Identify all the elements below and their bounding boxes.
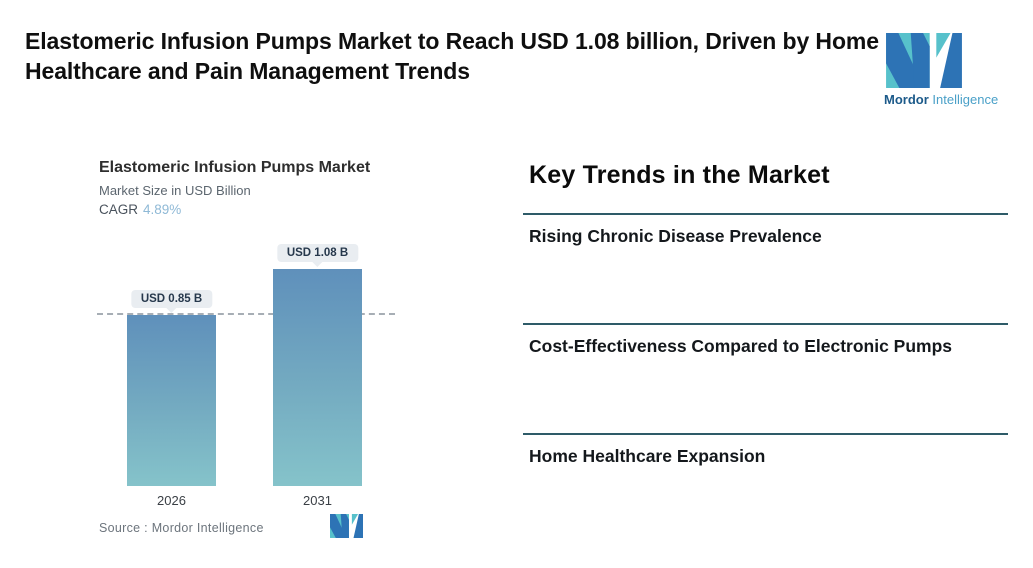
mini-logo-icon [330, 514, 363, 538]
divider [523, 433, 1008, 435]
brand-name-light: Intelligence [932, 92, 999, 107]
brand-wordmark: Mordor Intelligence [884, 92, 1004, 107]
chart-title: Elastomeric Infusion Pumps Market [99, 159, 371, 176]
trend-item-2: Cost-Effectiveness Compared to Electroni… [529, 336, 953, 356]
source-note: Source : Mordor Intelligence [99, 521, 264, 535]
bar-value-text: USD 0.85 B [140, 293, 203, 305]
reference-line [97, 313, 395, 315]
mordor-intelligence-logo-icon [886, 33, 962, 88]
bar-chart: USD 0.85 B 2026 USD 1.08 B 2031 [97, 240, 397, 508]
bar-2031: USD 1.08 B 2031 [273, 244, 362, 508]
trends-heading: Key Trends in the Market [529, 161, 830, 189]
x-axis-tick-2026: 2026 [157, 493, 186, 508]
bar-2026: USD 0.85 B 2026 [127, 290, 216, 508]
brand-name-bold: Mordor [884, 92, 929, 107]
brand-logo: Mordor Intelligence [884, 33, 1004, 107]
bar-value-label: USD 1.08 B [276, 244, 359, 262]
chart-cagr: CAGR 4.89% [99, 202, 181, 217]
trend-item-1: Rising Chronic Disease Prevalence [529, 226, 822, 246]
x-axis-tick-2031: 2031 [303, 493, 332, 508]
trend-item-3: Home Healthcare Expansion [529, 446, 766, 466]
bar-value-label: USD 0.85 B [130, 290, 213, 308]
divider [523, 213, 1008, 215]
divider [523, 323, 1008, 325]
cagr-label: CAGR [99, 202, 139, 217]
bar-value-text: USD 1.08 B [286, 247, 349, 259]
page-title: Elastomeric Infusion Pumps Market to Rea… [25, 28, 879, 84]
cagr-value: 4.89% [143, 202, 182, 217]
chart-subtitle: Market Size in USD Billion [99, 183, 251, 198]
